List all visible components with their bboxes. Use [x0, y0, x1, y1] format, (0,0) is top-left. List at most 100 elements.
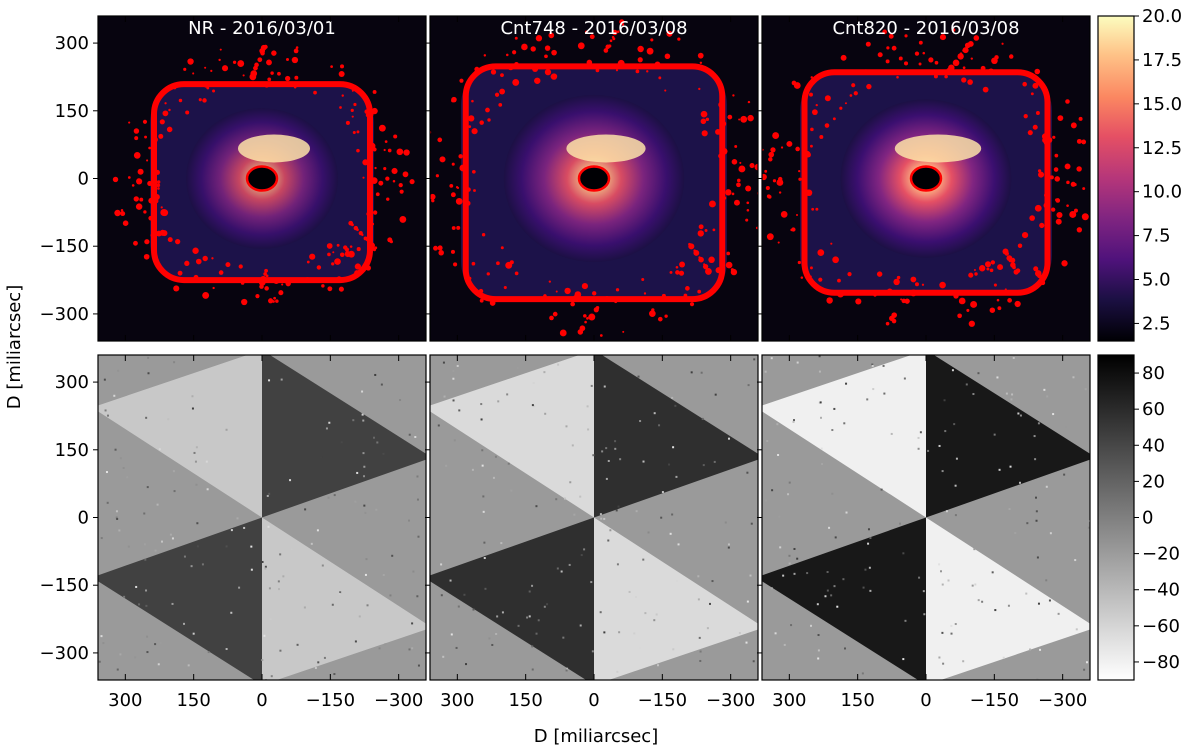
angle-noise [568, 563, 571, 566]
angle-noise [481, 464, 484, 467]
angle-noise [699, 659, 702, 662]
contour-speckle [1066, 180, 1070, 185]
contour-speckle [193, 274, 199, 280]
angle-noise [268, 492, 271, 495]
angle-noise [135, 619, 138, 622]
angle-noise [535, 505, 538, 508]
contour-speckle [840, 54, 847, 61]
contour-speckle [1022, 81, 1027, 87]
contour-speckle [968, 320, 975, 327]
angle-noise [605, 447, 608, 450]
contour-speckle [777, 241, 780, 244]
angle-noise [143, 543, 146, 546]
angle-noise [1035, 510, 1038, 513]
contour-speckle [489, 300, 496, 306]
angle-noise [456, 364, 459, 367]
contour-speckle [609, 39, 613, 43]
colorbar-magma: 2.5 5.0 7.5 10.0 12.5 15.0 17.5 20.0 [1097, 6, 1182, 342]
contour-speckle [736, 182, 741, 188]
contour-speckle [474, 66, 480, 72]
angle-noise [1064, 426, 1067, 429]
angle-noise [363, 504, 366, 507]
contour-speckle [712, 228, 716, 232]
x-axis-label: D [miliarcsec] [534, 726, 658, 747]
angle-noise [573, 513, 576, 516]
angle-noise [774, 632, 777, 635]
angle-noise [528, 615, 531, 618]
contour-speckle [362, 159, 369, 166]
angle-noise [871, 364, 874, 367]
contour-speckle [127, 176, 131, 179]
contour-speckle [370, 177, 378, 185]
angle-noise [923, 613, 926, 616]
contour-speckle [316, 265, 322, 270]
contour-speckle [507, 63, 514, 71]
contour-speckle [967, 79, 973, 85]
contour-speckle [148, 197, 155, 204]
angle-noise [282, 575, 285, 578]
contour-speckle [882, 29, 888, 35]
contour-speckle [396, 148, 404, 156]
contour-speckle [605, 44, 611, 50]
contour-speckle [765, 185, 770, 191]
contour-speckle [973, 268, 976, 272]
contour-speckle [1070, 181, 1076, 187]
angle-noise [1043, 388, 1046, 391]
angle-noise [569, 481, 572, 484]
contour-speckle [675, 265, 679, 269]
contour-speckle [611, 35, 615, 39]
contour-speckle [184, 260, 190, 266]
angle-noise [787, 493, 790, 496]
contour-speckle [385, 176, 390, 181]
contour-speckle [847, 272, 852, 277]
angle-noise [535, 632, 538, 635]
angle-noise [607, 539, 610, 542]
contour-speckle [378, 124, 386, 132]
angle-noise [764, 370, 767, 373]
contour-speckle [1009, 54, 1014, 59]
angle-noise [977, 599, 980, 602]
contour-speckle [255, 294, 260, 299]
contour-speckle [362, 176, 365, 179]
contour-speckle [1073, 208, 1078, 213]
angle-noise [506, 393, 509, 396]
contour-speckle [371, 222, 375, 226]
contour-speckle [986, 267, 990, 271]
contour-speckle [306, 260, 310, 264]
angle-noise [842, 578, 845, 581]
angle-noise [500, 542, 503, 545]
angle-noise [998, 468, 1001, 471]
contour-speckle [745, 185, 752, 192]
angle-noise [416, 498, 419, 501]
contour-speckle [144, 239, 150, 245]
contour-speckle [1049, 175, 1054, 180]
contour-speckle [896, 75, 899, 79]
contour-speckle [705, 117, 710, 122]
angle-noise [824, 595, 827, 598]
angle-noise [941, 631, 944, 634]
angle-noise [480, 418, 483, 421]
contour-speckle [439, 157, 443, 161]
contour-speckle [238, 264, 243, 269]
contour-speckle [586, 59, 593, 66]
contour-speckle [451, 226, 456, 230]
x-tick-label: 150 [840, 690, 874, 711]
contour-speckle [468, 125, 472, 129]
contour-speckle [1041, 133, 1049, 140]
contour-speckle [617, 59, 625, 67]
angle-noise [950, 632, 953, 635]
colorbar-tick-label: 20.0 [1142, 6, 1182, 27]
angle-noise [194, 460, 197, 463]
angle-noise [116, 668, 119, 671]
contour-speckle [393, 134, 398, 139]
contour-speckle [664, 314, 668, 318]
angle-noise [528, 590, 531, 593]
angle-sector-ur [594, 355, 758, 518]
angle-noise [727, 546, 730, 549]
angle-noise [196, 522, 199, 525]
angle-noise [380, 383, 383, 386]
contour-speckle [437, 137, 443, 143]
contour-speckle [904, 34, 908, 38]
contour-speckle [478, 288, 484, 294]
